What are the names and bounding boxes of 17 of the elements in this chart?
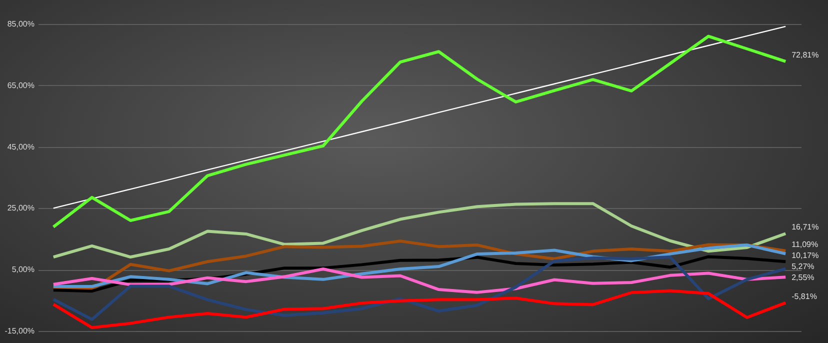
line-series — [52, 289, 788, 330]
line-series — [52, 202, 788, 259]
y-tick-label: 85,00% — [7, 20, 34, 28]
line-series — [52, 267, 788, 294]
y-tick-label: 5,00% — [12, 265, 34, 274]
y-tick-label: 65,00% — [7, 80, 34, 90]
data-label: 72,81% — [792, 50, 819, 60]
data-label: 11,09% — [792, 240, 818, 249]
y-tick-label: -15,00% — [4, 326, 34, 336]
line-series — [52, 256, 788, 321]
data-label: 16,71% — [792, 222, 819, 232]
data-label: -5,81% — [792, 292, 817, 301]
y-tick-label: 25,00% — [7, 204, 34, 213]
data-label: 5,27% — [792, 262, 814, 272]
y-tick-label: 45,00% — [7, 142, 34, 152]
data-label: 10,17% — [792, 250, 819, 260]
data-label: 2,55% — [792, 273, 814, 282]
